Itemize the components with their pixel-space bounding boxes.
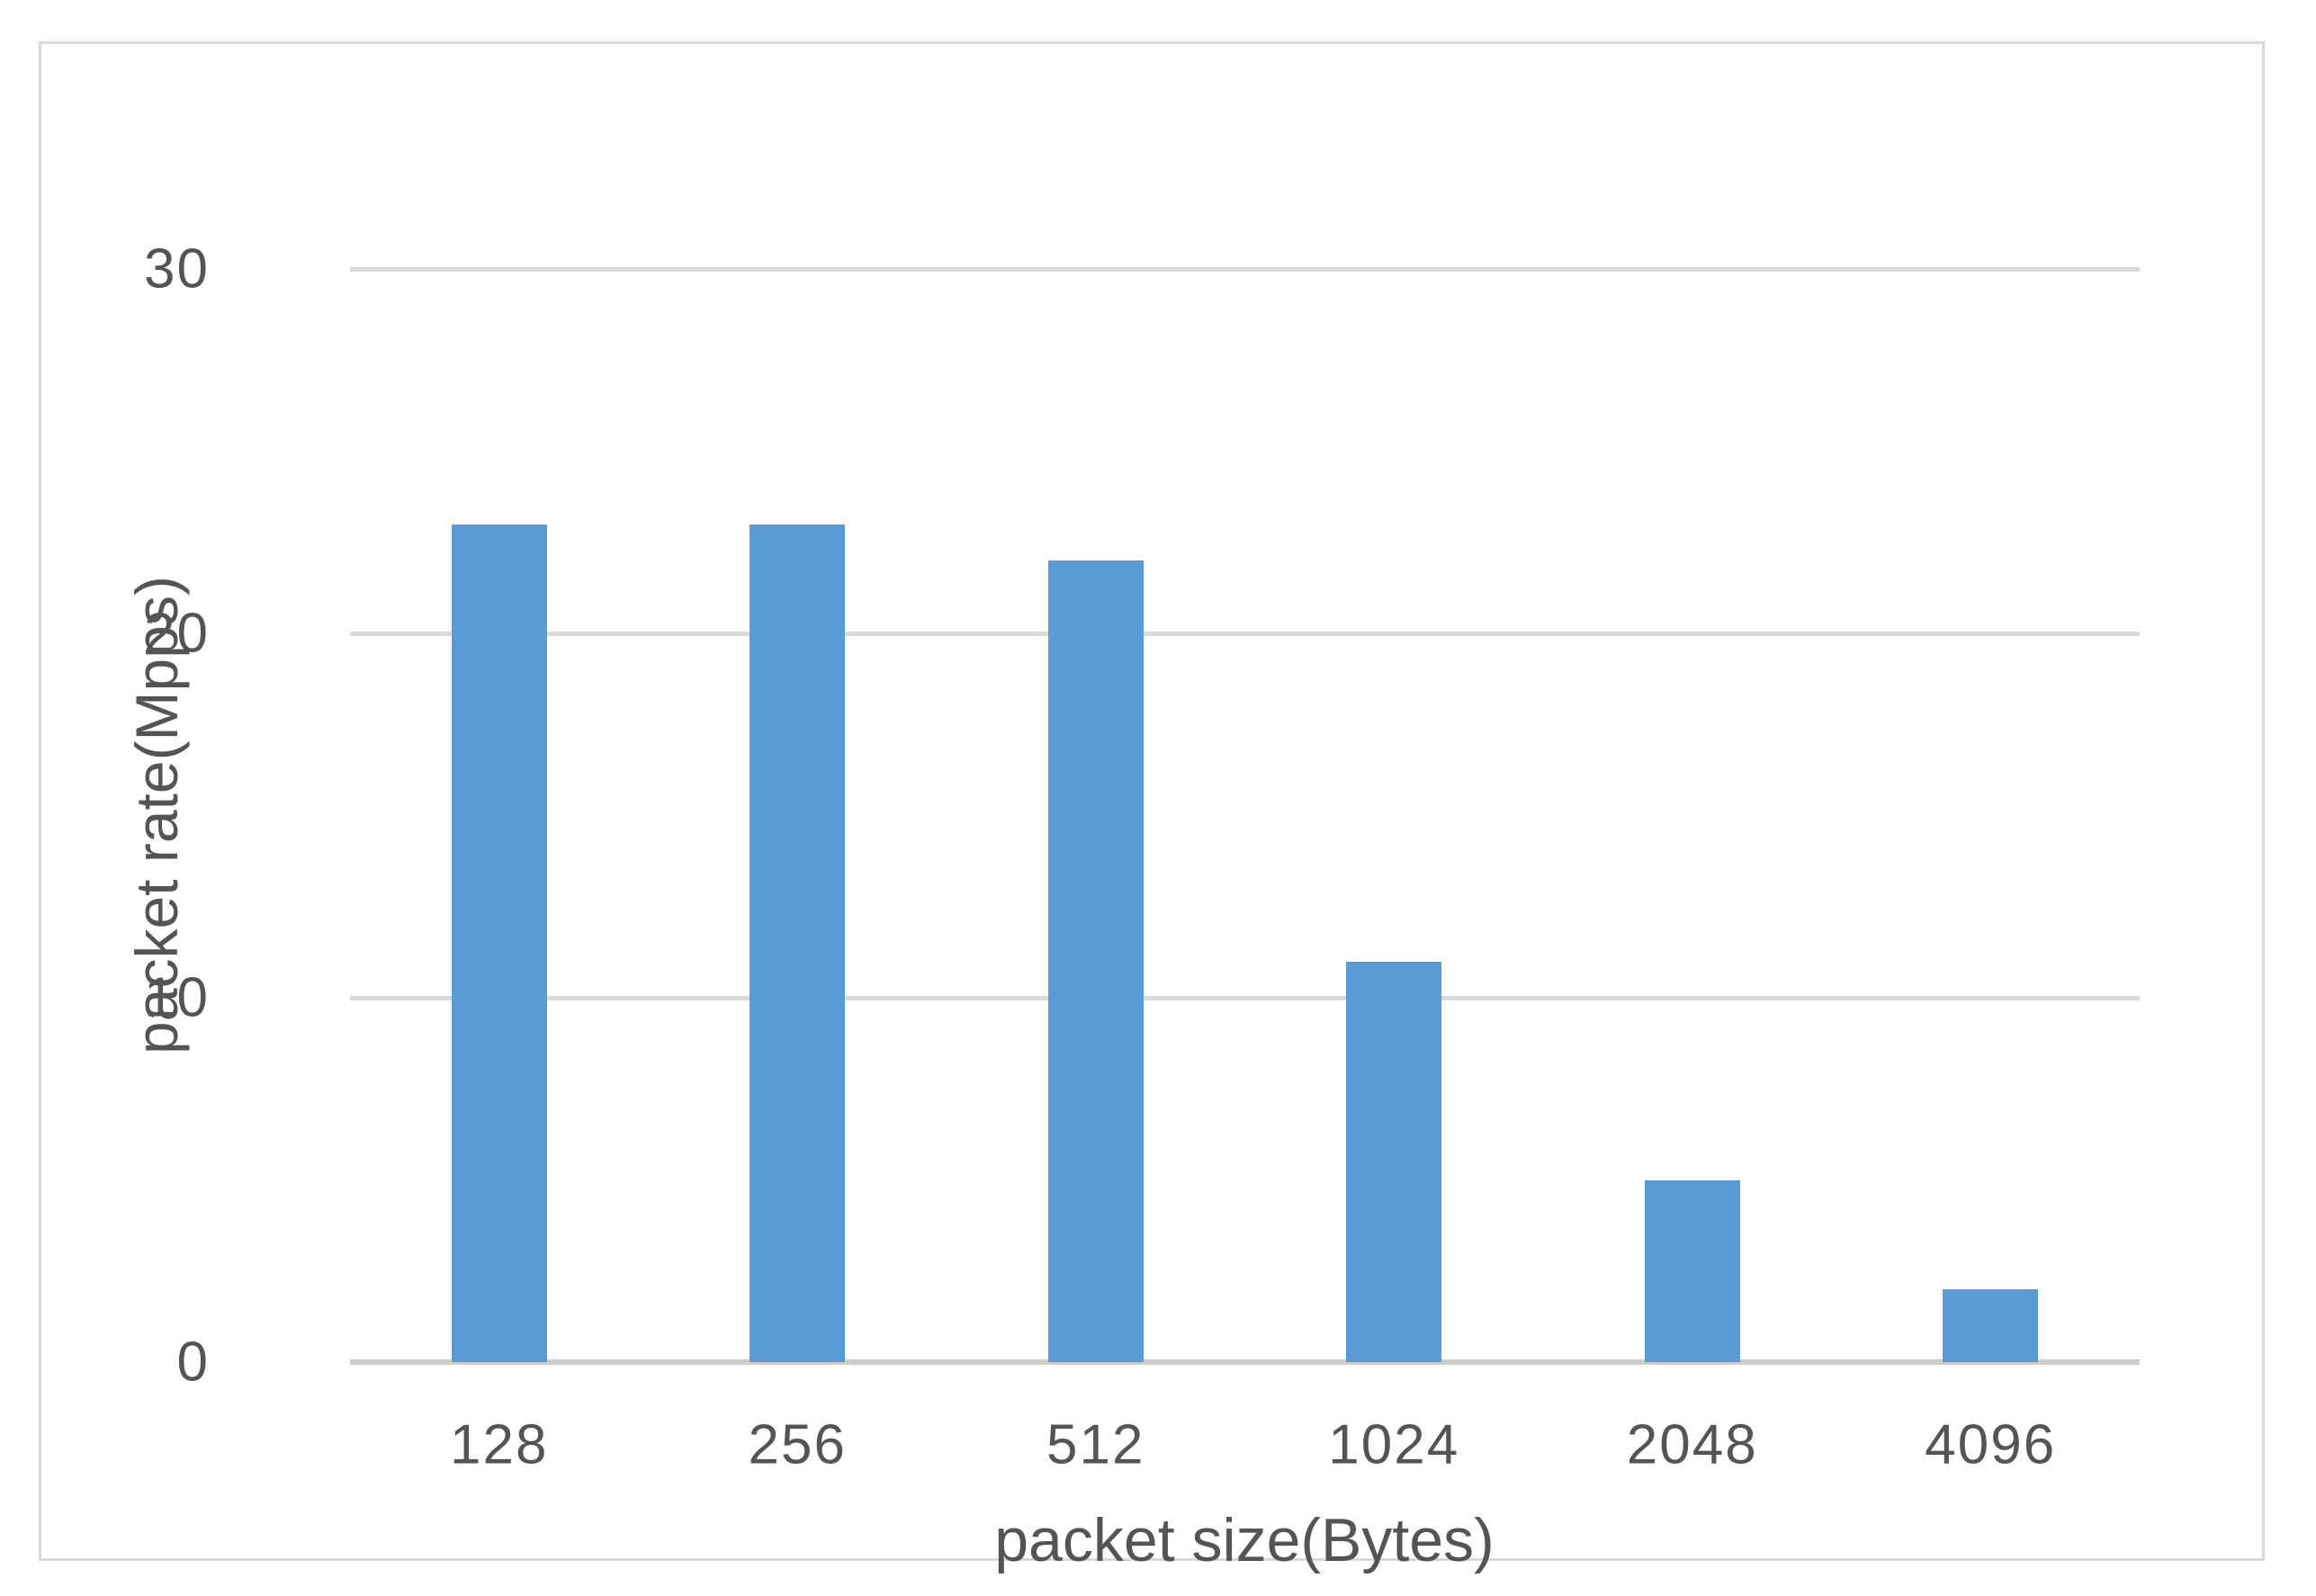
y-tick-label-10: 10 [144, 966, 210, 1029]
bar-1024 [1346, 961, 1442, 1362]
y-tick-label-30: 30 [144, 238, 210, 300]
gridline-y-10 [350, 995, 2140, 1000]
x-tick-label-2048: 2048 [1626, 1413, 1758, 1476]
chart-frame: 0 10 20 30 128 256 512 1024 2048 4096 packet rat… [39, 41, 2265, 1574]
y-tick-label-20: 20 [144, 602, 210, 665]
y-tick-label-0: 0 [176, 1331, 210, 1394]
x-tick-label-4096: 4096 [1925, 1413, 2057, 1476]
gridline-y-20 [350, 631, 2140, 636]
bar-2048 [1644, 1179, 1740, 1362]
y-axis-title: packet rate(Mpps) [123, 576, 190, 1054]
x-axis-line [350, 1359, 2140, 1365]
x-tick-label-1024: 1024 [1328, 1413, 1460, 1476]
bar-4096 [1943, 1289, 2039, 1362]
x-tick-label-256: 256 [748, 1413, 847, 1476]
plot-area [350, 266, 2140, 1365]
x-tick-label-512: 512 [1046, 1413, 1145, 1476]
bar-256 [750, 524, 846, 1362]
x-axis-title: packet size(Bytes) [994, 1506, 1495, 1574]
x-tick-label-128: 128 [450, 1413, 549, 1476]
gridline-y-30 [350, 266, 2140, 272]
bar-512 [1047, 560, 1144, 1362]
bar-128 [451, 524, 547, 1362]
